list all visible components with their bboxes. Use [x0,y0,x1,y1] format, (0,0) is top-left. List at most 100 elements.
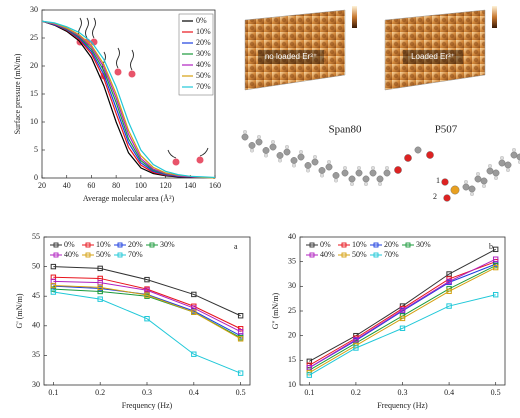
legend-label: 50% [352,250,367,259]
marker [492,264,499,271]
x-tick-label: 0.3 [398,388,408,397]
legend-label: 10% [196,27,211,36]
marker [399,325,406,331]
y-tick-label: 40 [32,321,40,330]
y-tick-label: 45 [32,291,40,300]
x-tick-label: 0.5 [491,388,501,397]
y-tick-label: 35 [32,350,40,359]
atom-h [292,163,296,168]
atom-h [476,172,480,176]
x-tick-label: 0.2 [95,388,105,397]
atom-h [278,158,282,163]
atom-h [488,164,492,168]
x-tick-label: 160 [209,181,221,190]
x-axis-label: Average molecular area (Å²) [83,194,175,203]
atom [441,178,449,186]
legend-label: 10% [96,240,111,249]
series-line [309,248,496,362]
marker [353,345,359,351]
atom [468,185,476,193]
atom [276,152,284,159]
y-tick-label: 25 [288,306,296,315]
atom-h [357,166,361,170]
marker [97,296,103,302]
y-tick-label: 25 [30,33,38,42]
atom-h [512,148,516,152]
atom-h [494,176,498,180]
atom-h [506,168,510,172]
atom-h [313,155,317,159]
legend-label: 10% [352,240,367,249]
marker [50,289,57,295]
atom-h [378,182,382,186]
legend-label: 0% [320,240,331,249]
legend-marker [117,242,123,248]
legend-label: 70% [196,82,211,91]
y-axis-label: G' (mN/m) [15,293,24,328]
marker [191,291,197,298]
afm-label: Loaded Er³⁺ [411,52,455,61]
atom [486,167,494,175]
legend-marker [117,252,123,258]
atom [498,159,506,167]
atom [355,169,363,177]
x-tick-label: 20 [38,181,46,190]
atom [283,148,291,156]
y-tick-label: 20 [288,330,296,339]
x-tick-label: 140 [184,181,196,190]
y-tick-label: 20 [30,61,38,70]
marker [237,329,244,335]
marker [144,315,150,322]
annotation: 1 [436,176,440,185]
atom-h [500,156,504,160]
marker [144,276,150,283]
legend-marker [149,242,155,248]
x-axis-label: Frequency (Hz) [377,401,428,410]
legend-marker [373,252,379,258]
atom [318,167,326,174]
legend-label: 30% [196,49,211,58]
atom-h [299,150,303,154]
y-axis-label: G'' (mN/m) [271,292,280,329]
atom-h [285,145,289,149]
atom [248,142,256,149]
atom [414,146,422,154]
panel-label: b [489,242,493,251]
x-tick-label: 0.4 [444,388,454,397]
atom [504,161,512,169]
y-axis-label: Surface pressure (mN/m) [13,53,22,134]
marker [144,292,150,298]
x-tick-label: 100 [135,181,147,190]
marker [399,307,406,313]
atom-h [470,192,474,196]
series-line [309,267,496,374]
y-tick-label: 0 [34,173,38,182]
legend-marker [309,242,315,248]
legend-marker [53,242,59,248]
atom [304,162,312,169]
atom [450,185,460,195]
atom-h [482,184,486,188]
series-line [53,280,241,333]
atom-h [257,135,261,139]
atom [369,169,377,177]
marker [237,313,244,319]
x-tick-label: 60 [87,181,95,190]
legend-marker [341,252,347,258]
series-line [53,291,241,374]
atom [474,175,482,183]
legend-label: 30% [160,240,175,249]
legend-label: 50% [96,250,111,259]
afm-left: no loaded Er³⁺ [244,6,357,91]
legend-marker [341,242,347,248]
y-tick-label: 40 [288,232,296,241]
marker [446,271,452,277]
x-tick-label: 0.2 [351,388,361,397]
y-tick-label: 5 [34,145,38,154]
marker [50,282,57,289]
y-tick-label: 15 [30,89,38,98]
atom [480,177,488,185]
y-tick-label: 15 [288,355,296,364]
atom [262,147,270,154]
